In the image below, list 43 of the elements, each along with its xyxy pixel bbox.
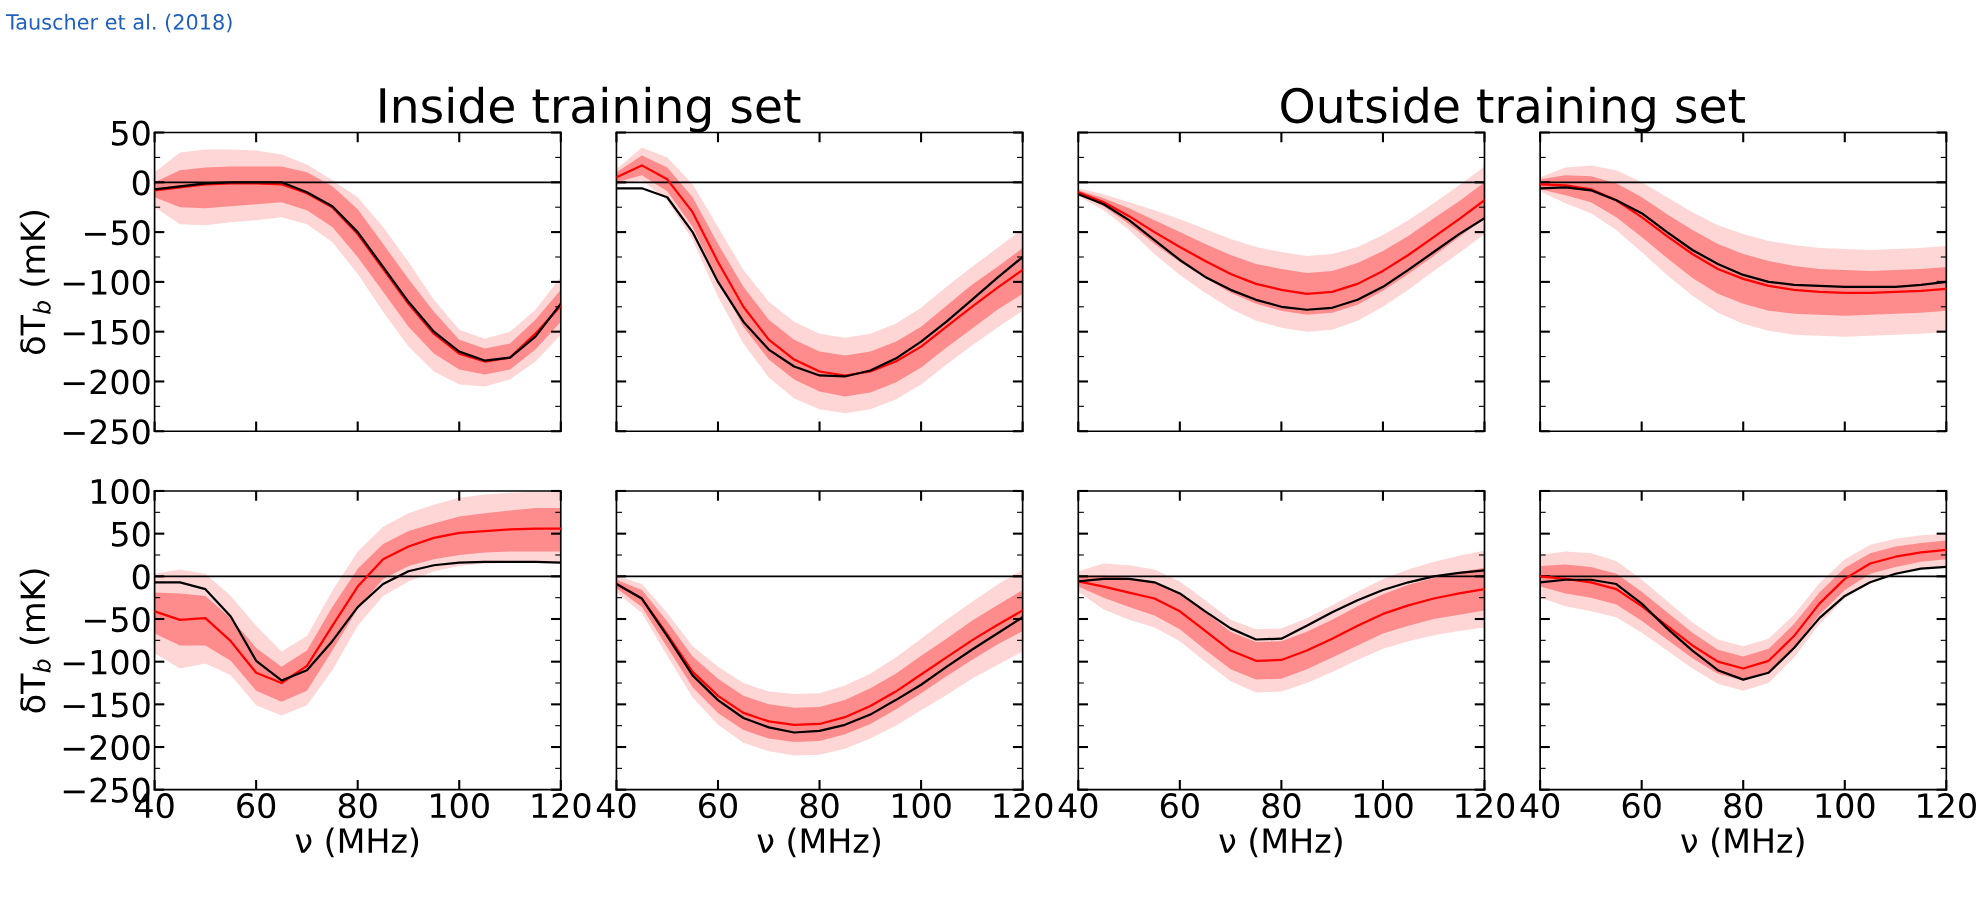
x-tick-label: 120 [1918,793,1976,819]
x-axis-title: ν (MHz) [1681,827,1804,858]
y-tick-label: −150 [63,319,150,345]
text: Tauscher et al. (2018) [5,13,232,33]
x-tick-label: 80 [1724,793,1763,819]
y-tick-label: −50 [85,606,150,633]
line-series [154,527,561,685]
x-tick-label: 40 [1058,793,1098,819]
x-tick-label: 100 [1354,793,1413,819]
y-tick-label: −200 [63,734,150,761]
x-axis-title: ν (MHz) [295,827,419,858]
x-tick-label: 60 [699,793,737,819]
y-tick-label: −50 [85,220,150,246]
x-tick-label: 100 [892,793,951,819]
x-tick-label: 120 [994,793,1053,819]
x-tick-label: 120 [532,793,591,819]
x-tick-label: 60 [1160,793,1199,819]
chart-title: Inside training set [380,86,801,133]
y-tick-label: −200 [63,369,150,395]
x-axis-title: ν (MHz) [757,827,880,858]
y-axis-title: δT$_{b}$ (mK) [19,569,51,713]
y-tick-label: −150 [63,692,150,718]
y-tick-label: 0 [132,564,150,590]
y-tick-label: 50 [111,521,150,547]
y-tick-label: −100 [63,649,150,675]
x-tick-label: 80 [1262,793,1301,819]
x-tick-label: 60 [1622,793,1661,819]
y-axis-title: δT$_{b}$ (mK) [19,211,51,355]
x-tick-label: 100 [1816,793,1875,819]
x-tick-label: 80 [338,793,377,819]
y-tick-label: 0 [132,170,150,196]
y-tick-label: −100 [63,269,150,296]
x-tick-label: 40 [1520,793,1560,819]
chart-title: Outside training set [1281,86,1745,133]
x-tick-label: 120 [1456,793,1515,819]
x-axis-title: ν (MHz) [1219,827,1342,858]
x-tick-label: 100 [431,793,489,819]
x-tick-label: 40 [596,793,636,819]
y-tick-label: 100 [91,478,150,505]
x-tick-label: 60 [237,793,276,819]
x-tick-label: 80 [800,793,839,819]
y-tick-label: −250 [63,419,150,445]
y-tick-label: 50 [111,120,150,146]
